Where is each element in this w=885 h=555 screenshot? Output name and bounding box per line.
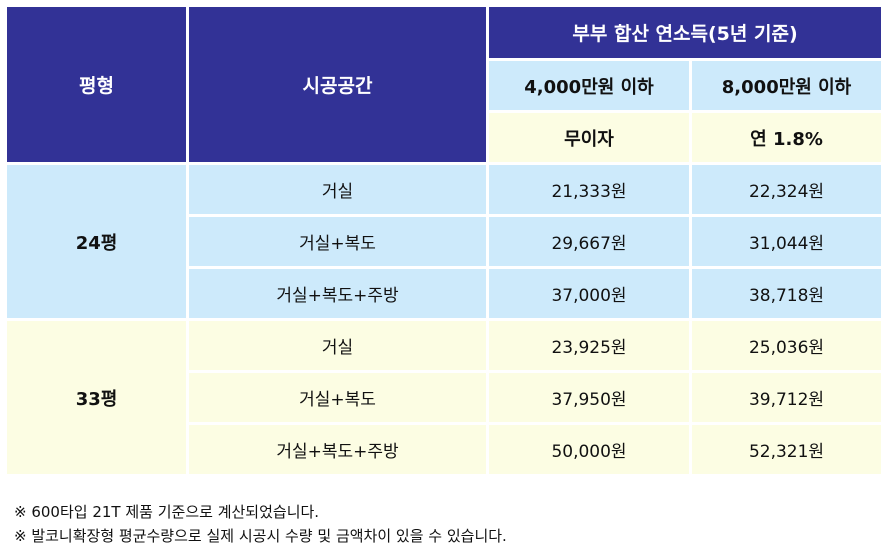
header-rate-1: 무이자 (486, 110, 692, 165)
price-cell: 52,321원 (688, 422, 885, 477)
space-cell: 거실 (186, 318, 489, 373)
group-label-24: 24평 (4, 162, 189, 321)
price-cell: 25,036원 (688, 318, 885, 373)
header-income-8000: 8,000만원 이하 (688, 58, 885, 113)
header-pyeong: 평형 (4, 4, 189, 165)
price-cell: 37,000원 (486, 266, 692, 321)
price-table: 평형 시공공간 부부 합산 연소득(5년 기준) 4,000만원 이하 8,00… (4, 4, 885, 477)
price-cell: 50,000원 (486, 422, 692, 477)
group-label-33: 33평 (4, 318, 189, 477)
footnotes: ※ 600타입 21T 제품 기준으로 계산되었습니다. ※ 발코니확장형 평균… (14, 500, 507, 548)
space-cell: 거실+복도+주방 (186, 266, 489, 321)
footnote: ※ 600타입 21T 제품 기준으로 계산되었습니다. (14, 503, 320, 521)
space-cell: 거실+복도 (186, 214, 489, 269)
footnote: ※ 발코니확장형 평균수량으로 실제 시공시 수량 및 금액차이 있을 수 있습… (14, 527, 507, 545)
price-cell: 23,925원 (486, 318, 692, 373)
header-rate-2: 연 1.8% (688, 110, 885, 165)
space-cell: 거실+복도+주방 (186, 422, 489, 477)
price-cell: 29,667원 (486, 214, 692, 269)
space-cell: 거실+복도 (186, 370, 489, 425)
price-cell: 38,718원 (688, 266, 885, 321)
header-space: 시공공간 (186, 4, 489, 165)
price-cell: 39,712원 (688, 370, 885, 425)
header-income-group: 부부 합산 연소득(5년 기준) (485, 4, 885, 61)
header-income-4000: 4,000만원 이하 (486, 58, 692, 113)
price-cell: 22,324원 (688, 162, 885, 217)
price-cell: 21,333원 (486, 162, 692, 217)
price-cell: 31,044원 (688, 214, 885, 269)
space-cell: 거실 (186, 162, 489, 217)
price-cell: 37,950원 (486, 370, 692, 425)
